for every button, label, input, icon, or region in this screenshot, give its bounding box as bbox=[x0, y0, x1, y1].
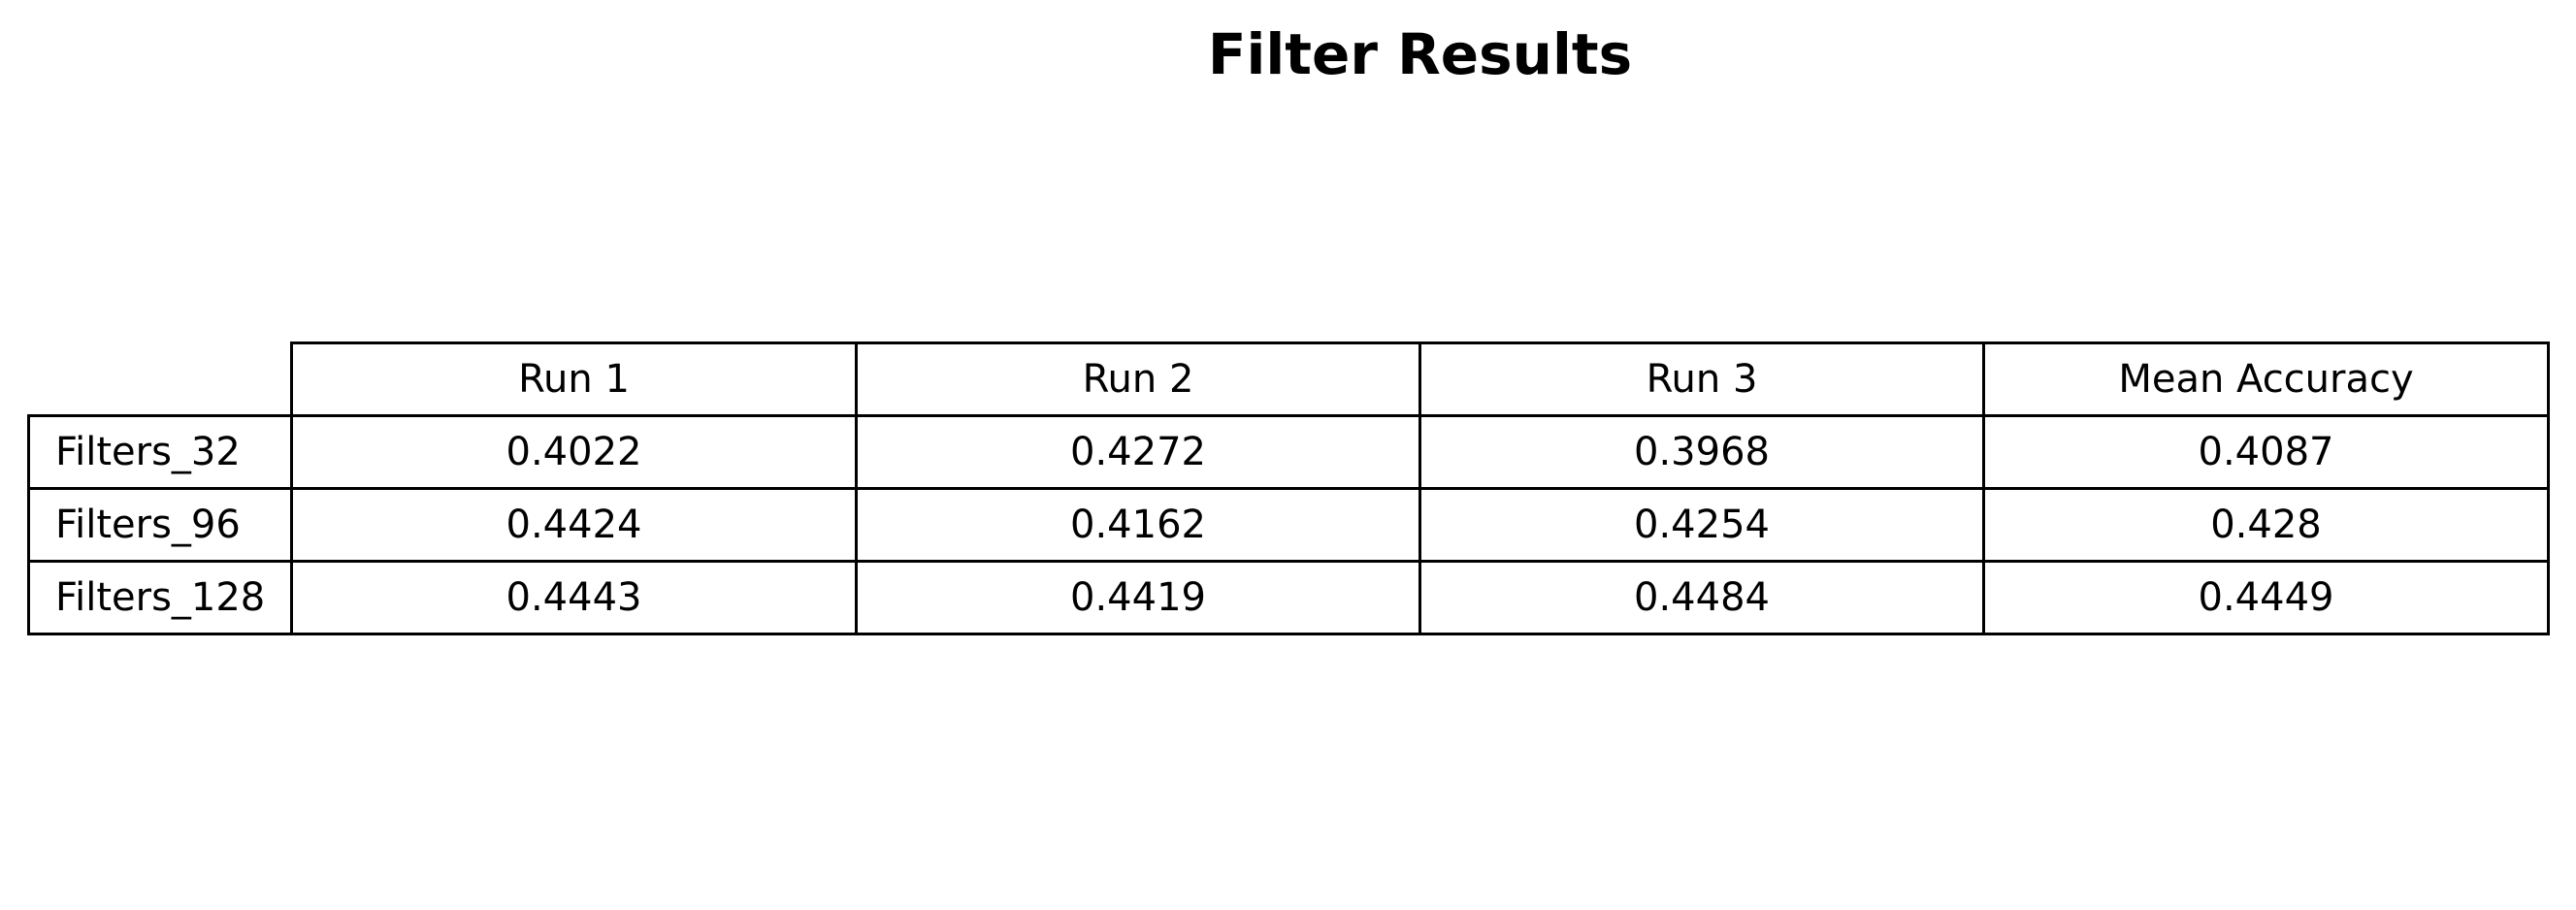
row-header-filters-32: Filters_32 bbox=[27, 414, 293, 490]
table-cell-filters-32-run-3: 0.3968 bbox=[1418, 414, 1985, 490]
row-header-filters-96: Filters_96 bbox=[27, 487, 293, 563]
row-header-filters-128: Filters_128 bbox=[27, 560, 293, 635]
column-header-run-3: Run 3 bbox=[1418, 341, 1985, 417]
table-cell-filters-128-run-3: 0.4484 bbox=[1418, 560, 1985, 635]
table-cell-filters-32-mean-accuracy: 0.4087 bbox=[1982, 414, 2550, 490]
table-cell-filters-96-run-1: 0.4424 bbox=[290, 487, 858, 563]
table-cell-filters-32-run-1: 0.4022 bbox=[290, 414, 858, 490]
chart-title: Filter Results bbox=[1207, 21, 1633, 87]
table-cell-filters-128-mean-accuracy: 0.4449 bbox=[1982, 560, 2550, 635]
table-cell-filters-128-run-2: 0.4419 bbox=[855, 560, 1421, 635]
column-header-mean-accuracy: Mean Accuracy bbox=[1982, 341, 2550, 417]
table-cell-filters-96-mean-accuracy: 0.428 bbox=[1982, 487, 2550, 563]
table-cell-filters-128-run-1: 0.4443 bbox=[290, 560, 858, 635]
table-cell-filters-96-run-2: 0.4162 bbox=[855, 487, 1421, 563]
column-header-run-2: Run 2 bbox=[855, 341, 1421, 417]
column-header-run-1: Run 1 bbox=[290, 341, 858, 417]
table-cell-filters-32-run-2: 0.4272 bbox=[855, 414, 1421, 490]
table-cell-filters-96-run-3: 0.4254 bbox=[1418, 487, 1985, 563]
